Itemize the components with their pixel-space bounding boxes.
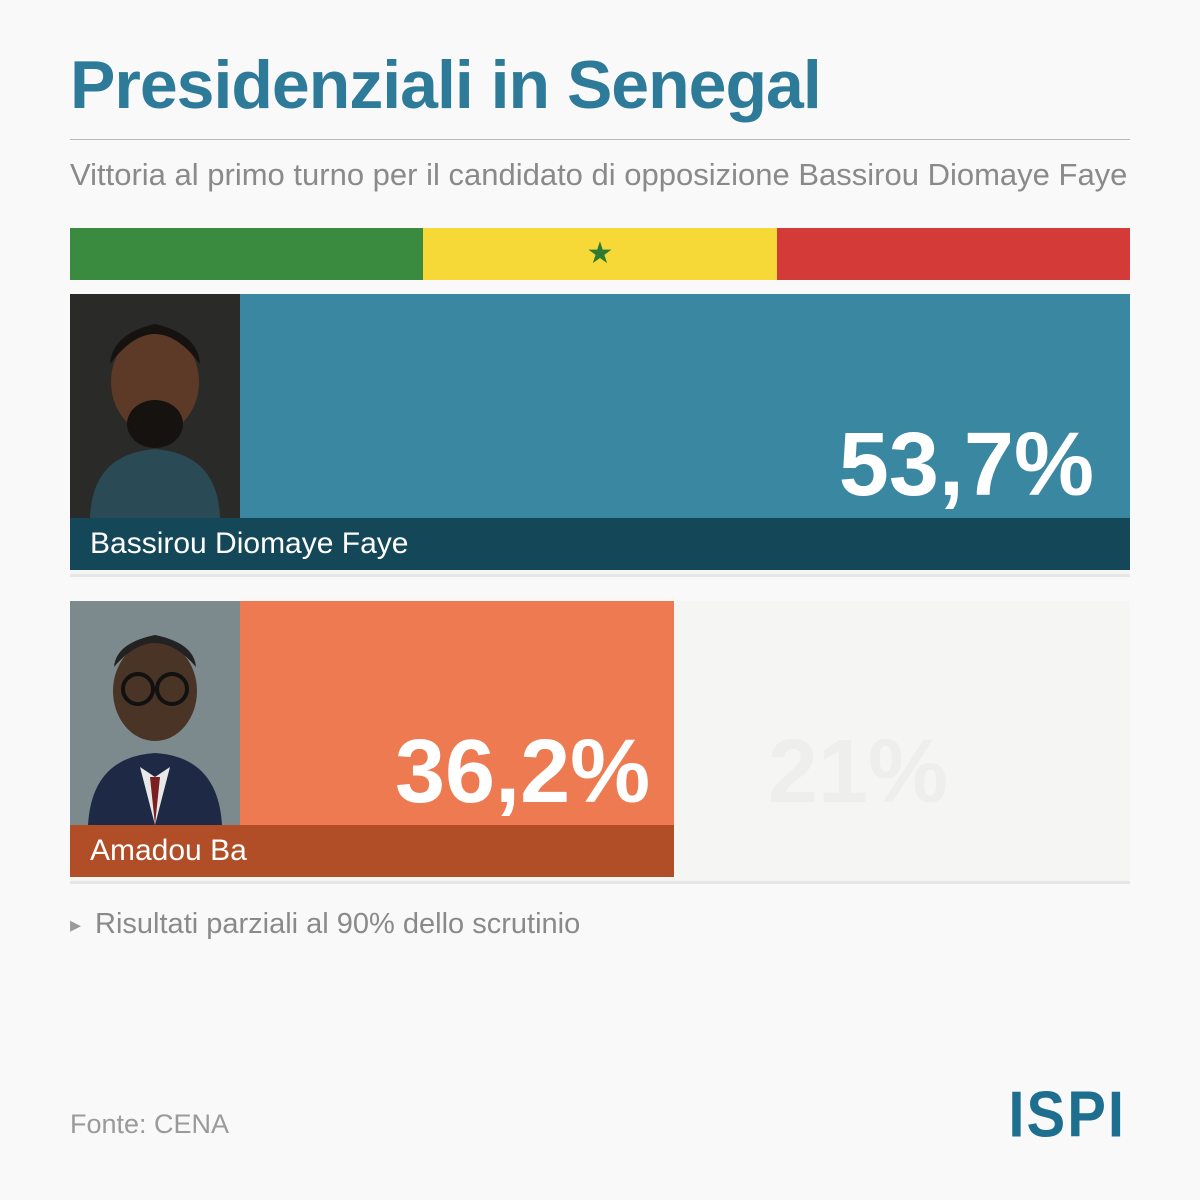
candidate-row: 53,7% Bassirou Diomaye Faye	[70, 294, 1130, 577]
footnote-text: Risultati parziali al 90% dello scrutini…	[95, 908, 580, 941]
subtitle: Vittoria al primo turno per il candidato…	[70, 154, 1130, 196]
results-chart: 53,7% Bassirou Diomaye Faye 21%	[70, 294, 1130, 884]
candidate-photo	[70, 294, 240, 518]
photo-placeholder-icon	[70, 294, 240, 518]
candidate-name-strip: Amadou Ba	[70, 825, 674, 877]
senegal-flag: ★	[70, 228, 1130, 280]
flag-stripe-red	[777, 228, 1130, 280]
flag-stripe-green	[70, 228, 423, 280]
page-title: Presidenziali in Senegal	[70, 50, 1130, 121]
bar-track: 53,7%	[70, 294, 1130, 518]
source-text: Fonte: CENA	[70, 1109, 229, 1140]
flag-star-icon: ★	[587, 239, 614, 269]
percent-label: 53,7%	[839, 420, 1094, 510]
flag-stripe-yellow: ★	[423, 228, 776, 280]
percent-label: 36,2%	[395, 727, 650, 817]
photo-placeholder-icon	[70, 601, 240, 825]
triangle-marker-icon: ▸	[70, 912, 81, 938]
footnote: ▸ Risultati parziali al 90% dello scruti…	[70, 908, 1130, 941]
candidate-name-strip: Bassirou Diomaye Faye	[70, 518, 1130, 570]
ispi-logo: ISPI	[1008, 1077, 1126, 1152]
candidate-photo	[70, 601, 240, 825]
ghost-percent-label: 21%	[768, 727, 948, 817]
candidate-row: 21% 36,2% Amadou Ba	[70, 601, 1130, 884]
bar-track: 21% 36,2%	[70, 601, 1130, 825]
title-rule	[70, 139, 1130, 140]
candidate-name: Amadou Ba	[90, 834, 247, 868]
candidate-name: Bassirou Diomaye Faye	[90, 527, 408, 561]
